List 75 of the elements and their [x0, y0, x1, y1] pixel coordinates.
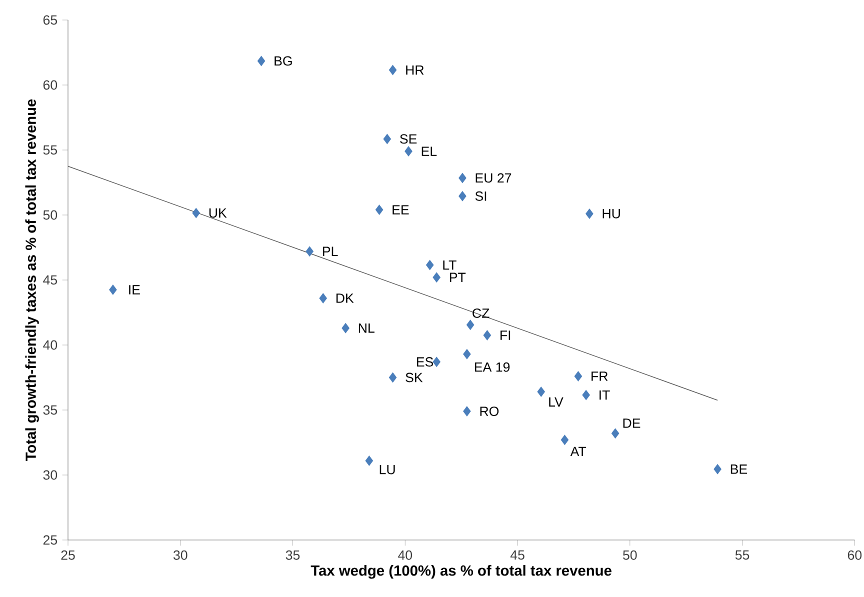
annotation: LV: [549, 397, 564, 407]
y-tick-label: 50: [43, 210, 58, 220]
annotation: IT: [600, 390, 610, 400]
annotation: BE: [730, 464, 748, 474]
x-tick-label: 55: [735, 550, 750, 560]
x-tick-label: 50: [623, 550, 637, 560]
point: [432, 272, 440, 282]
point: [192, 208, 200, 218]
point: [383, 134, 392, 144]
x-tick-label: 45: [510, 550, 524, 560]
annotation: UK: [209, 208, 227, 218]
annotation: NL: [358, 324, 374, 333]
annotation: SI: [475, 191, 486, 201]
annotation: LU: [380, 464, 395, 474]
annotation: DK: [336, 294, 354, 303]
annotation: PT: [450, 272, 466, 282]
annotation: SK: [406, 372, 423, 382]
point: [574, 371, 582, 382]
point: [342, 323, 350, 334]
point: [404, 146, 412, 156]
annotation: EA 19: [474, 362, 510, 372]
point: [365, 456, 374, 466]
point: [463, 349, 471, 360]
annotation: RO: [480, 406, 499, 416]
y-tick-label: 45: [43, 275, 58, 285]
point: [109, 284, 117, 295]
point: [432, 356, 440, 367]
annotation: SE: [400, 134, 417, 144]
y-tick-label: 65: [43, 15, 58, 25]
y-tick-label: 55: [43, 145, 58, 155]
annotation: HU: [602, 209, 620, 218]
x-tick-label: 30: [173, 550, 188, 560]
x-tick-label: 60: [848, 550, 862, 560]
annotation: BG: [274, 56, 292, 66]
x-tick-label: 40: [398, 550, 412, 560]
point: [306, 246, 314, 256]
x-axis-title: Tax wedge (100%) as % of total tax revenue: [310, 565, 612, 579]
point: [319, 293, 327, 304]
point: [483, 330, 492, 340]
x-tick-label: 25: [61, 550, 75, 560]
point: [458, 172, 466, 184]
point: [458, 191, 466, 202]
annotation: EE: [392, 205, 409, 214]
point: [586, 208, 594, 219]
annotation: FR: [592, 372, 608, 381]
point: [466, 320, 474, 330]
y-tick-label: 60: [43, 80, 58, 90]
point: [426, 260, 434, 270]
y-tick-label: 30: [43, 470, 58, 480]
annotation: EU 27: [476, 173, 512, 183]
point: [388, 64, 397, 76]
annotation: CZ: [472, 308, 490, 318]
point: [257, 56, 266, 66]
y-tick-label: 40: [43, 340, 58, 350]
annotation: IE: [129, 285, 140, 294]
y-tick-label: 25: [43, 535, 58, 545]
annotation: AT: [570, 446, 586, 456]
annotation: EL: [422, 146, 437, 156]
point: [388, 372, 397, 383]
annotation: DE: [623, 418, 640, 428]
annotation: FI: [500, 330, 510, 340]
annotation: LT: [443, 260, 456, 270]
point: [537, 386, 545, 397]
point: [582, 390, 590, 400]
annotation: HR: [406, 65, 424, 75]
point: [611, 428, 620, 438]
x-tick-label: 35: [286, 550, 300, 560]
y-axis-title: Total growth-friendly taxes as % of total tax revenue: [25, 99, 39, 462]
annotation: ES: [416, 357, 434, 367]
y-tick-label: 35: [43, 405, 58, 415]
point: [714, 464, 722, 474]
point: [560, 434, 569, 445]
annotation: PL: [322, 246, 338, 256]
point: [463, 406, 471, 416]
point: [375, 204, 384, 215]
